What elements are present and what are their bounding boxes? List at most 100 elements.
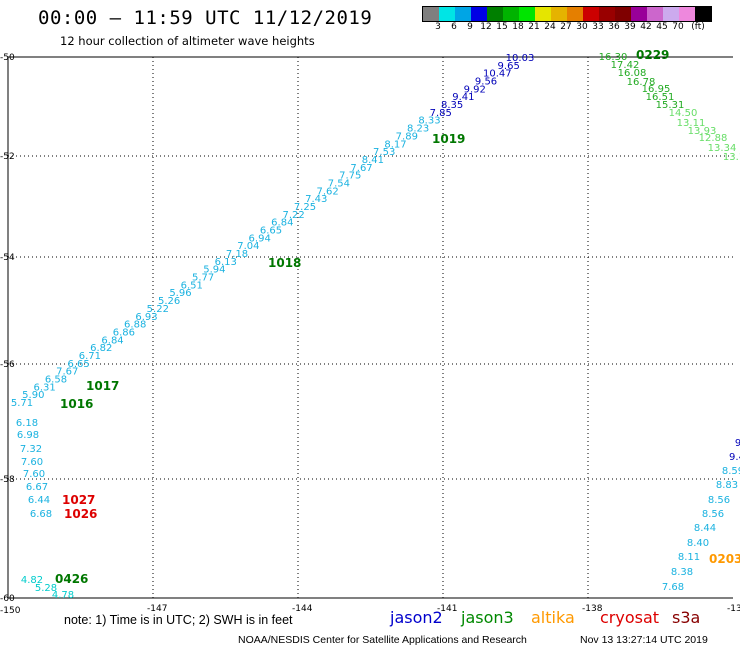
color-swatch — [599, 7, 615, 21]
lat-tick-label: -50 — [0, 53, 15, 63]
swh-value: 6.68 — [30, 509, 52, 520]
time-label: 1027 — [62, 493, 95, 507]
lat-tick-label: -60 — [0, 594, 15, 604]
color-scale-label: 33 — [592, 22, 604, 32]
lat-tick-label: -58 — [0, 475, 15, 485]
swh-value: 8.59 — [722, 466, 740, 477]
color-swatch — [615, 7, 631, 21]
color-scale-label: 3 — [435, 22, 441, 32]
swh-value: 6.86 — [113, 327, 135, 338]
note-text: note: 1) Time is in UTC; 2) SWH is in fe… — [64, 613, 293, 627]
swh-value: 8.35 — [441, 100, 463, 111]
credit-line: NOAA/NESDIS Center for Satellite Applica… — [238, 634, 527, 646]
color-scale-label: (ft) — [691, 22, 705, 32]
color-swatch — [695, 7, 711, 21]
color-scale-label: 12 — [480, 22, 492, 32]
swh-value: 8.17 — [384, 139, 406, 150]
swh-value: 7.60 — [21, 457, 43, 468]
swh-value: 7.04 — [237, 241, 259, 252]
swh-value: 6.67 — [26, 482, 48, 493]
swh-value: 8.40 — [687, 538, 709, 549]
swh-value: 5.96 — [169, 288, 191, 299]
swh-value: 7.54 — [328, 178, 350, 189]
color-scale-label: 70 — [672, 22, 684, 32]
swh-value: 9.41 — [452, 92, 474, 103]
swh-value: 9.65 — [498, 61, 520, 72]
swh-value: 16.30 — [599, 52, 628, 63]
swh-value: 7.67 — [350, 163, 372, 174]
swh-value: 7.43 — [305, 194, 327, 205]
swh-value: 6.82 — [90, 343, 112, 354]
legend-jason3: jason3 — [461, 608, 514, 627]
swh-value: 5.90 — [22, 390, 44, 401]
swh-value: 6.93 — [135, 312, 157, 323]
swh-value: 8.44 — [694, 523, 716, 534]
swh-value: 5.77 — [192, 273, 214, 284]
swh-value: 6.65 — [67, 359, 89, 370]
swh-value: 6.18 — [16, 418, 38, 429]
swh-value: 6.51 — [181, 280, 203, 291]
swh-value: 6.84 — [271, 218, 293, 229]
swh-value: 7.85 — [430, 108, 452, 119]
swh-value: 13.11 — [677, 118, 706, 129]
lon-tick-label: -147 — [147, 604, 167, 614]
swh-value: 8.83 — [716, 480, 738, 491]
lon-tick-label: -150 — [0, 606, 21, 616]
color-swatch — [567, 7, 583, 21]
color-scale-label: 39 — [624, 22, 636, 32]
swh-value: 9 — [735, 438, 740, 449]
color-scale-label: 6 — [451, 22, 457, 32]
color-scale-label: 21 — [528, 22, 540, 32]
swh-value: 6.31 — [34, 382, 56, 393]
swh-value: 8.41 — [362, 155, 384, 166]
lon-tick-label: -135 — [727, 604, 740, 614]
legend-altika: altika — [531, 608, 575, 627]
time-label: 0229 — [636, 48, 669, 62]
color-scale-label: 15 — [496, 22, 508, 32]
swh-value: 7.32 — [20, 444, 42, 455]
swh-value: 5.28 — [35, 583, 57, 594]
time-label: 0203 — [709, 552, 740, 566]
swh-value: 6.98 — [17, 430, 39, 441]
color-swatch — [583, 7, 599, 21]
swh-value: 8.33 — [418, 116, 440, 127]
time-label: 1017 — [86, 379, 119, 393]
swh-value: 12.88 — [699, 133, 728, 144]
swh-value: 9.92 — [464, 84, 486, 95]
time-label: 1018 — [268, 256, 301, 270]
color-swatch — [519, 7, 535, 21]
swh-value: 4.82 — [21, 575, 43, 586]
color-scale-bar — [422, 6, 712, 22]
swh-value: 10.03 — [506, 53, 535, 64]
swh-value: 6.65 — [260, 226, 282, 237]
color-scale-label: 30 — [576, 22, 588, 32]
swh-value: 5.71 — [11, 398, 33, 409]
swh-value: 13.93 — [688, 126, 717, 137]
time-label: 0426 — [55, 572, 88, 586]
swh-value: 17.42 — [611, 60, 640, 71]
swh-value: 6.88 — [124, 320, 146, 331]
swh-value: 7.89 — [396, 131, 418, 142]
swh-value: 7.18 — [226, 249, 248, 260]
swh-value: 7.75 — [339, 171, 361, 182]
swh-value: 6.58 — [45, 374, 67, 385]
swh-value: 7.60 — [23, 469, 45, 480]
color-scale-labels: 3 6 9 12 15 18 21 24 27 30 33 36 39 42 45 70 (ft) — [422, 22, 740, 34]
lat-lon-grid — [8, 57, 733, 598]
swh-value: 13.34 — [708, 143, 737, 154]
time-label: 1016 — [60, 397, 93, 411]
swh-value: 4.78 — [52, 590, 74, 601]
color-swatch — [647, 7, 663, 21]
axis-tick-labels: -150 -147 -144 -141 -138 -135 -50 -52 -54 -56 -58 -… — [0, 53, 740, 616]
timestamp: Nov 13 13:27:14 UTC 2019 — [580, 634, 708, 646]
lon-tick-label: -138 — [582, 604, 603, 614]
swh-value: 16.51 — [646, 92, 675, 103]
swh-value: 7.53 — [373, 147, 395, 158]
swh-value: 14.50 — [669, 108, 698, 119]
color-scale-label: 45 — [656, 22, 668, 32]
color-scale-label: 18 — [512, 22, 524, 32]
swh-value: 7.68 — [662, 582, 684, 593]
swh-value: 6.13 — [215, 257, 237, 268]
